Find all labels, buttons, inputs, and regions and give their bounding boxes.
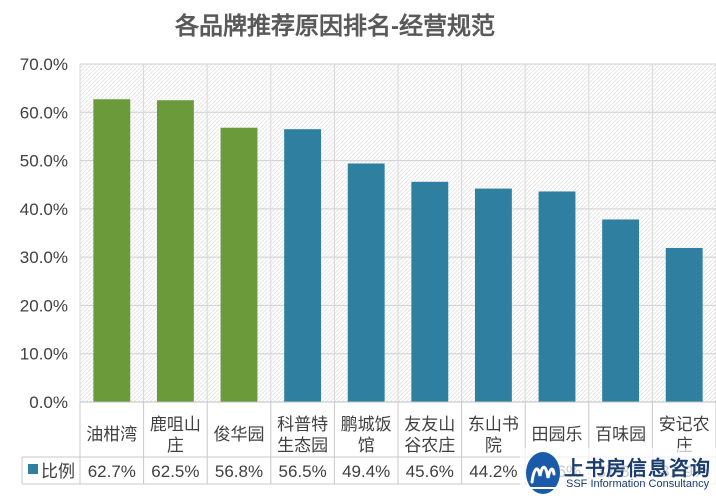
legend-label: 比例 [41, 462, 75, 481]
data-table-value: 56.8% [215, 462, 263, 481]
category-label: 东山书院 [468, 415, 519, 455]
chart-title: 各品牌推荐原因排名-经营规范 [174, 12, 495, 40]
watermark: 上书房信息咨询 SSF Information Consultancy [520, 448, 716, 500]
bar [347, 163, 385, 402]
bar [220, 127, 258, 402]
category-label: 百味园 [595, 425, 646, 444]
category-label: 科普特生态园 [277, 415, 328, 455]
data-table-value: 49.4% [342, 462, 390, 481]
category-label: 油柑湾 [86, 425, 137, 444]
category-label: 俊华园 [214, 425, 265, 444]
category-label: 鹿咀山庄 [150, 415, 201, 455]
y-tick-label: 20.0% [20, 296, 68, 315]
bar [411, 181, 449, 402]
y-tick-label: 30.0% [20, 248, 68, 267]
data-table-value: 62.5% [151, 462, 199, 481]
bar [156, 100, 194, 402]
bar [284, 129, 322, 402]
bar [93, 99, 131, 403]
y-tick-label: 60.0% [20, 103, 68, 122]
y-tick-label: 10.0% [20, 345, 68, 364]
watermark-chinese-text: 上书房信息咨询 [564, 456, 711, 480]
watermark-english-text: SSF Information Consultancy [566, 478, 710, 490]
bar [538, 191, 576, 402]
category-label: 鹏城饭馆 [341, 415, 392, 455]
bars [93, 99, 703, 403]
y-tick-label: 40.0% [20, 200, 68, 219]
legend-swatch [28, 464, 38, 474]
data-table-value: 62.7% [88, 462, 136, 481]
bar [665, 247, 703, 402]
data-table-value: 45.6% [406, 462, 454, 481]
y-tick-label: 70.0% [20, 55, 68, 74]
bar [602, 219, 640, 402]
y-tick-label: 0.0% [29, 393, 68, 412]
category-label: 田园乐 [532, 425, 583, 444]
y-tick-label: 50.0% [20, 152, 68, 171]
y-axis-ticks: 0.0% 10.0% 20.0% 30.0% 40.0% 50.0% 60.0% 70.0% [20, 55, 68, 412]
category-label: 友友山谷农庄 [404, 415, 455, 455]
ssf-logo-icon [526, 452, 560, 494]
bar [474, 188, 512, 402]
data-table-value: 44.2% [469, 462, 517, 481]
data-table-value: 56.5% [278, 462, 326, 481]
